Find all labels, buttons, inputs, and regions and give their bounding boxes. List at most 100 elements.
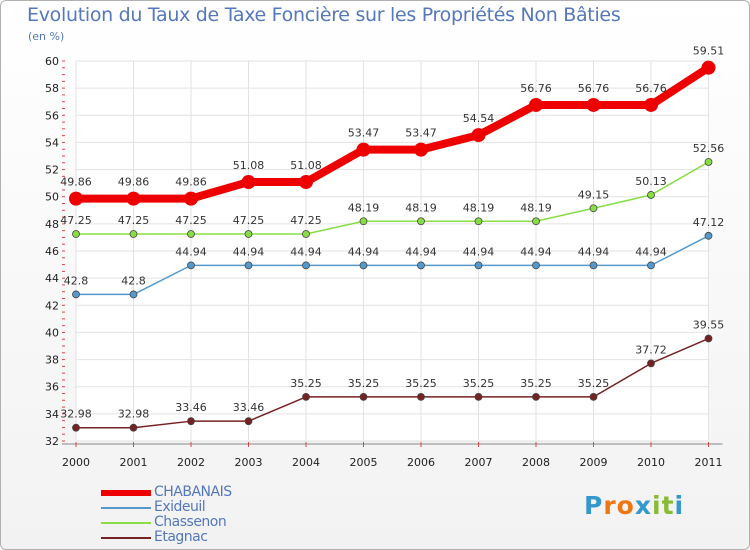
data-label: 56.76	[520, 82, 552, 95]
data-point	[302, 230, 310, 238]
data-label: 32.98	[118, 408, 150, 421]
data-point	[474, 217, 483, 226]
series-line-chabanais	[72, 63, 713, 203]
data-point	[187, 230, 195, 238]
data-point	[589, 261, 598, 270]
data-point	[589, 392, 598, 401]
data-point	[72, 423, 80, 432]
legend-swatch	[101, 490, 151, 496]
data-point	[359, 392, 368, 401]
data-label: 35.25	[520, 377, 552, 390]
logo-letter: P	[584, 491, 604, 520]
y-tick-label: 34	[45, 408, 59, 421]
data-label: 56.76	[635, 82, 667, 95]
x-tick-label: 2011	[695, 456, 723, 469]
y-tick-label: 46	[45, 245, 59, 258]
y-tick-label: 56	[45, 109, 59, 122]
legend-label: Etagnac	[154, 529, 208, 545]
x-tick-label: 2008	[522, 456, 550, 469]
y-tick-label: 52	[45, 164, 59, 177]
x-tick-label: 2007	[465, 456, 493, 469]
data-label: 44.94	[175, 245, 207, 258]
y-tick-label: 36	[45, 381, 59, 394]
data-label: 49.86	[118, 176, 150, 189]
x-tick-label: 2001	[120, 456, 148, 469]
data-point	[474, 261, 483, 270]
data-label: 51.08	[290, 159, 322, 172]
x-tick-label: 2006	[407, 456, 435, 469]
data-point	[704, 158, 713, 166]
x-tick-label: 2005	[350, 456, 378, 469]
data-point	[589, 204, 598, 213]
y-tick-label: 58	[45, 82, 59, 95]
data-point	[72, 230, 80, 238]
data-label: 47.25	[60, 214, 92, 227]
logo-letter: t	[661, 491, 675, 520]
logo-letter: r	[603, 491, 617, 520]
unit-label: (en %)	[28, 30, 65, 43]
x-tick-label: 2009	[580, 456, 608, 469]
data-point	[129, 230, 138, 238]
data-point	[532, 392, 540, 401]
data-point	[704, 231, 713, 240]
data-label: 44.94	[520, 245, 552, 258]
y-tick-label: 38	[45, 354, 59, 367]
data-label: 35.25	[463, 377, 495, 390]
data-point	[72, 290, 80, 299]
y-tick-label: 32	[45, 435, 59, 448]
series-line-etagnac	[75, 337, 710, 429]
legend-swatch	[101, 522, 151, 524]
data-point	[129, 423, 138, 432]
data-point	[356, 142, 371, 157]
data-label: 59.51	[693, 45, 725, 58]
data-point	[359, 217, 368, 226]
data-point	[647, 261, 655, 270]
data-label: 47.25	[118, 214, 150, 227]
data-point	[187, 417, 195, 426]
data-label: 47.25	[175, 214, 207, 227]
y-tick-label: 40	[45, 326, 59, 339]
logo-letter: x	[634, 491, 652, 520]
data-label: 49.15	[578, 188, 610, 201]
x-tick-label: 2000	[62, 456, 90, 469]
data-label: 49.86	[175, 176, 207, 189]
data-label: 44.94	[635, 245, 667, 258]
x-tick-label: 2003	[235, 456, 263, 469]
data-point	[417, 217, 425, 226]
legend-swatch	[101, 507, 151, 509]
series-line-exideuil	[75, 235, 710, 296]
data-point	[644, 97, 658, 112]
data-label: 44.94	[233, 245, 265, 258]
data-point	[69, 191, 83, 206]
data-label: 48.19	[520, 201, 552, 214]
x-tick-label: 2010	[637, 456, 665, 469]
data-label: 33.46	[233, 401, 265, 414]
data-label: 56.76	[578, 82, 610, 95]
data-point	[184, 191, 198, 206]
data-point	[417, 261, 425, 270]
data-point	[474, 392, 483, 401]
data-label: 49.86	[60, 176, 92, 189]
data-label: 53.47	[405, 127, 437, 140]
data-label: 52.56	[693, 142, 725, 155]
data-label: 42.8	[64, 274, 89, 287]
data-label: 54.54	[463, 112, 495, 125]
data-label: 53.47	[348, 127, 380, 140]
data-label: 50.13	[635, 175, 667, 188]
data-label: 47.25	[233, 214, 265, 227]
y-tick-label: 50	[45, 191, 59, 204]
data-point	[529, 97, 543, 112]
data-label: 44.94	[348, 245, 380, 258]
data-point	[299, 175, 313, 190]
data-point	[129, 290, 138, 299]
y-tick-label: 42	[45, 299, 59, 312]
data-label: 47.25	[290, 214, 322, 227]
legend-label: Chassenon	[154, 514, 227, 530]
data-label: 42.8	[121, 274, 146, 287]
data-label: 35.25	[290, 377, 322, 390]
data-label: 35.25	[348, 377, 380, 390]
data-point	[302, 392, 310, 401]
data-label: 35.25	[405, 377, 437, 390]
